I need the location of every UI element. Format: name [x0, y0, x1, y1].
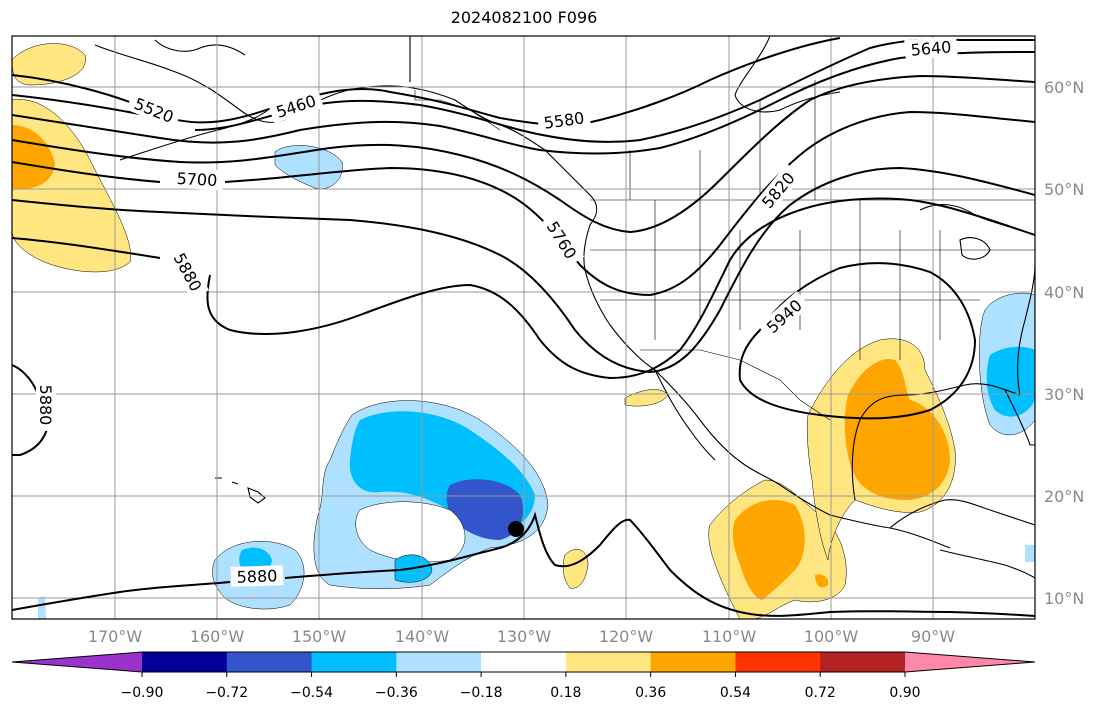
- contour-label-5700: 5700: [176, 169, 218, 190]
- colorbar-tick-label: 0.18: [550, 685, 581, 701]
- colorbar-tick-label: −0.36: [375, 685, 418, 701]
- anomaly-shading: [12, 43, 1035, 619]
- contour-line: [12, 511, 1035, 617]
- contour-line: [12, 74, 1035, 234]
- colorbar-segment: [735, 652, 821, 672]
- colorbar-tick-label: −0.18: [460, 685, 503, 701]
- contour-label-5880-west: 5880: [36, 385, 55, 426]
- negative-anomaly-region: [38, 596, 46, 619]
- positive-anomaly-region: [12, 43, 86, 86]
- contour-label-5880-south: 5880: [236, 566, 277, 586]
- contour-line: [12, 51, 1035, 155]
- lat-label: 20°N: [1044, 487, 1084, 506]
- colorbar-segment: [226, 652, 313, 672]
- colorbar: −0.90 −0.72 −0.54 −0.36 −0.18 0.18 0.36 0.54 0.7…: [11, 651, 1036, 701]
- colorbar-segment: [142, 652, 228, 672]
- moderate-negative-anomaly-region: [986, 346, 1035, 417]
- colorbar-tick-label: 0.36: [635, 685, 666, 701]
- lon-label: 170°W: [88, 627, 143, 646]
- colorbar-tick-label: −0.54: [290, 685, 333, 701]
- contour-line: [12, 166, 1035, 374]
- colorbar-tick-label: 0.90: [889, 685, 920, 701]
- contour-line: [738, 262, 977, 420]
- contour-label-5640: 5640: [910, 37, 952, 59]
- contour-line: [12, 110, 1035, 297]
- lon-label: 140°W: [395, 627, 450, 646]
- colorbar-tick-label: 0.54: [720, 685, 751, 701]
- colorbar-extend-low: [12, 652, 142, 672]
- longitude-labels: 170°W 160°W 150°W 140°W 130°W 120°W 110°…: [88, 627, 955, 646]
- latitude-labels: 60°N 50°N 40°N 30°N 20°N 10°N: [1044, 78, 1084, 608]
- lat-label: 40°N: [1044, 283, 1084, 302]
- colorbar-extend-high: [905, 652, 1035, 672]
- contour-line: [12, 197, 1035, 380]
- colorbar-segment: [311, 652, 397, 672]
- lat-label: 30°N: [1044, 385, 1084, 404]
- graticule: [12, 36, 1035, 619]
- lat-label: 50°N: [1044, 180, 1084, 199]
- lat-label: 60°N: [1044, 78, 1084, 97]
- lat-label: 10°N: [1044, 589, 1084, 608]
- lon-label: 130°W: [497, 627, 552, 646]
- strong-positive-anomaly-region: [732, 500, 805, 600]
- colorbar-tick-label: 0.72: [805, 685, 836, 701]
- colorbar-segment: [396, 652, 482, 672]
- colorbar-segment: [820, 652, 906, 672]
- colorbar-segment: [650, 652, 736, 672]
- colorbar-segment: [481, 652, 567, 672]
- strong-positive-anomaly-region: [815, 574, 829, 588]
- lon-label: 150°W: [292, 627, 347, 646]
- map-frame: [11, 35, 1036, 620]
- map-title: 2024082100 F096: [450, 8, 598, 27]
- lon-label: 110°W: [702, 627, 757, 646]
- colorbar-segment: [565, 652, 652, 672]
- negative-anomaly-region: [1025, 545, 1035, 562]
- lon-label: 100°W: [804, 627, 859, 646]
- colorbar-tick-label: −0.90: [121, 685, 164, 701]
- strong-negative-anomaly-region: [446, 479, 524, 540]
- lon-label: 160°W: [190, 627, 245, 646]
- colorbar-tick-label: −0.72: [205, 685, 248, 701]
- lon-label: 120°W: [599, 627, 654, 646]
- lon-label: 90°W: [911, 627, 955, 646]
- storm-center-marker: [508, 521, 524, 537]
